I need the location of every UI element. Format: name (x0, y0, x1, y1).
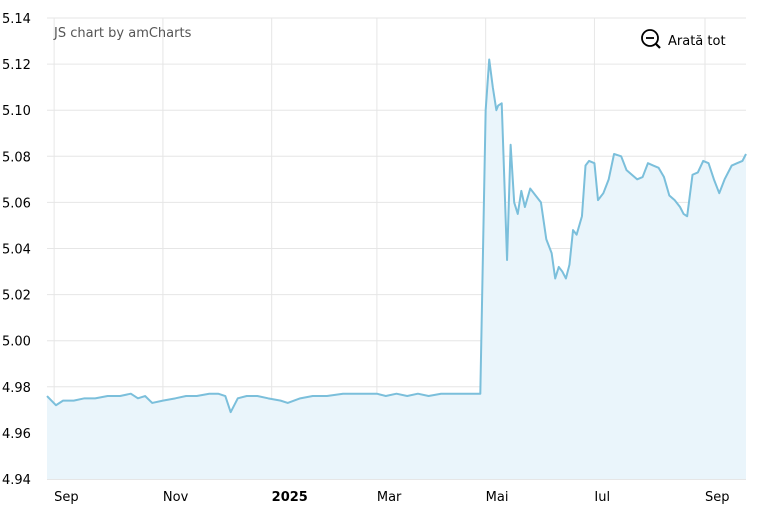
series-area-fill (47, 59, 746, 480)
y-tick-label: 5.02 (2, 289, 31, 304)
x-tick-label: Mar (377, 490, 402, 505)
y-tick-label: 5.12 (2, 58, 31, 73)
y-tick-label: 5.06 (2, 196, 31, 211)
zoom-out-label: Arată tot (668, 33, 726, 49)
x-tick-label: Iul (594, 490, 610, 505)
zoom-out-button[interactable]: Arată tot (640, 28, 726, 54)
x-tick-label: 2025 (272, 490, 308, 505)
y-axis-ticks: 5.14 5.12 5.10 5.08 5.06 5.04 5.02 5.00 4.98 4.96… (2, 12, 31, 488)
y-tick-label: 4.96 (2, 427, 31, 442)
x-tick-label: Mai (486, 490, 509, 505)
y-tick-label: 5.10 (2, 104, 31, 119)
y-tick-label: 4.98 (2, 381, 31, 396)
zoom-out-icon (640, 28, 662, 54)
x-axis-ticks: Sep Nov 2025 Mar Mai Iul Sep (54, 490, 729, 505)
y-tick-label: 5.04 (2, 243, 31, 258)
x-tick-label: Nov (163, 490, 189, 505)
chart-credit[interactable]: JS chart by amCharts (54, 26, 192, 41)
y-tick-label: 5.14 (2, 12, 31, 27)
y-tick-label: 4.94 (2, 473, 31, 488)
y-tick-label: 5.08 (2, 150, 31, 165)
series-line (46, 58, 747, 414)
x-tick-label: Sep (705, 490, 730, 505)
y-tick-label: 5.00 (2, 335, 31, 350)
x-tick-label: Sep (54, 490, 79, 505)
